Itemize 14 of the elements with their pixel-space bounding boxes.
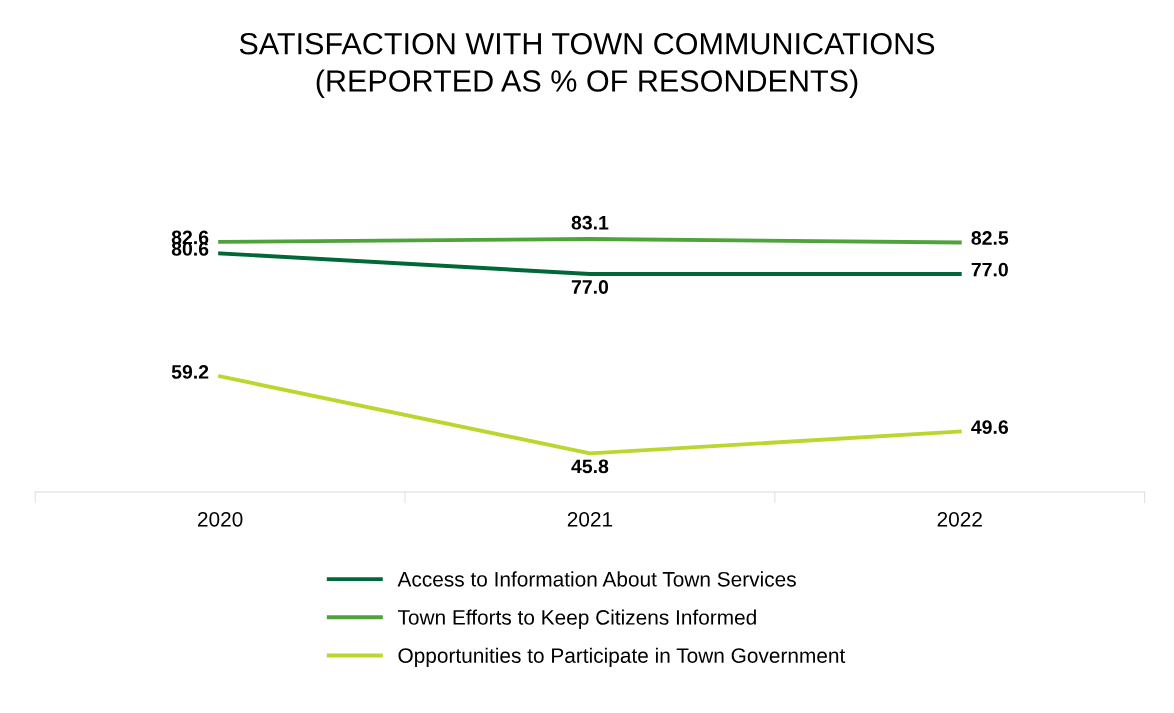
chart-title: SATISFACTION WITH TOWN COMMUNICATIONS (REPORTED AS % OF RESONDENTS) xyxy=(239,32,935,98)
x-tick-label: 2022 xyxy=(937,511,982,527)
data-label: 77.0 xyxy=(571,280,609,294)
data-label: 82.5 xyxy=(971,231,1009,245)
legend-label: Opportunities to Participate in Town Government xyxy=(398,647,846,668)
data-label: 59.2 xyxy=(171,365,209,379)
legend-label: Town Efforts to Keep Citizens Informed xyxy=(397,609,756,629)
data-label: 83.1 xyxy=(571,215,609,230)
data-label: 45.8 xyxy=(571,459,609,474)
x-tick-label: 2020 xyxy=(198,511,243,527)
data-label: 49.6 xyxy=(971,420,1008,434)
legend-label: Access to Information About Town Services xyxy=(397,571,796,587)
data-label: 77.0 xyxy=(971,262,1008,277)
x-tick-label: 2021 xyxy=(567,511,613,527)
